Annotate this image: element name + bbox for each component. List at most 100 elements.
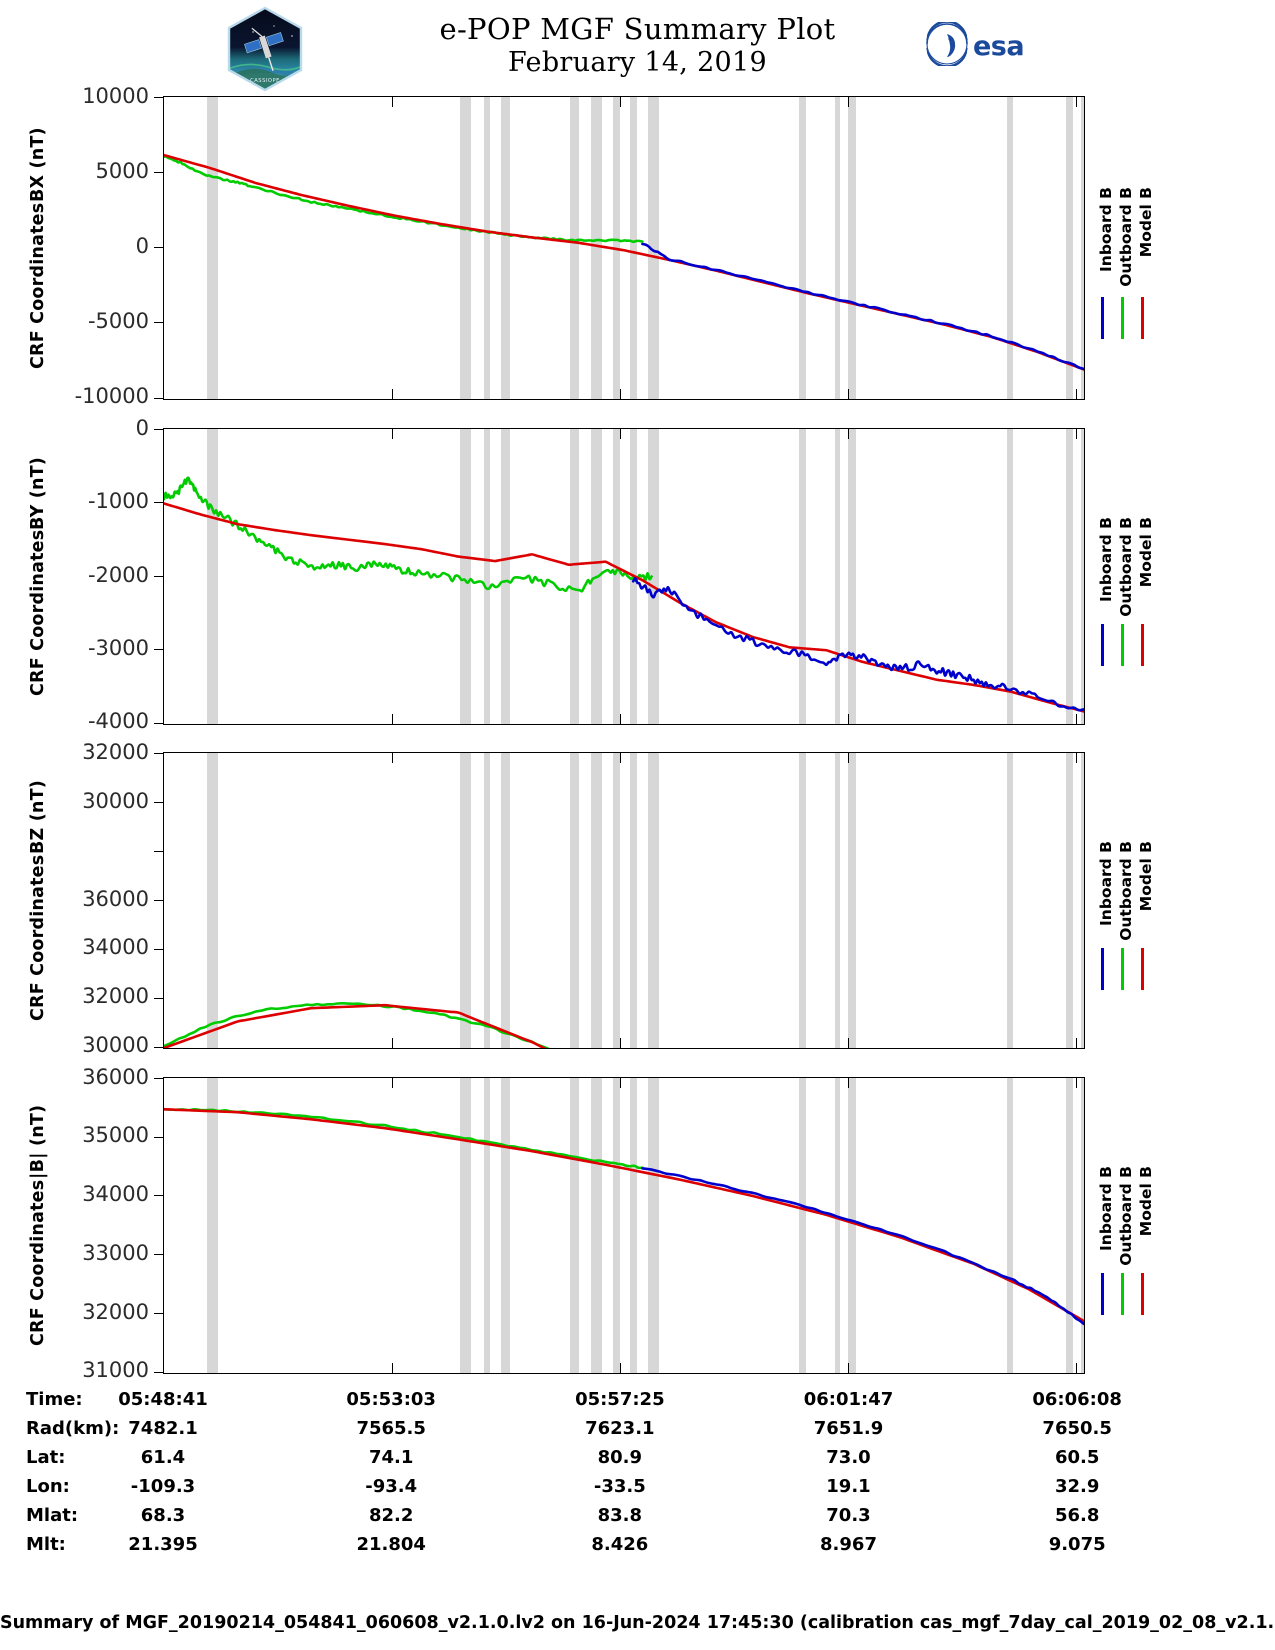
legend-swatch-outboard-b bbox=[1121, 296, 1125, 339]
data-gap-bar bbox=[798, 753, 806, 1048]
x-tick-top bbox=[848, 753, 850, 763]
y-axis-title: CRF Coordinates BX (nT) bbox=[28, 114, 49, 382]
data-gap-bar bbox=[798, 429, 806, 724]
plot-area bbox=[164, 97, 1084, 399]
plot-panel-3 bbox=[163, 752, 1085, 1049]
data-gap-bar bbox=[590, 1078, 602, 1373]
table-row: Rad(km): 7482.1 7565.5 7623.1 7651.9 7650.5 bbox=[0, 1418, 1275, 1447]
table-cell: 8.426 bbox=[591, 1534, 649, 1555]
data-gap-bar bbox=[1065, 1078, 1073, 1373]
y-axis-title-line2: BX (nT) bbox=[28, 127, 48, 203]
table-cell: 56.8 bbox=[1054, 1505, 1100, 1526]
legend-label-outboard-b: Outboard B bbox=[1117, 187, 1135, 287]
y-tick bbox=[154, 801, 163, 803]
legend-swatch-inboard-b bbox=[1101, 1273, 1105, 1316]
y-tick-label: 34000 bbox=[82, 1182, 149, 1207]
y-axis-title-line2: BZ (nT) bbox=[28, 780, 48, 855]
plot-area bbox=[164, 429, 1084, 724]
x-tick-bottom bbox=[1076, 1038, 1078, 1048]
y-tick-label: 5000 bbox=[95, 158, 149, 183]
y-tick-label: -2000 bbox=[87, 562, 149, 587]
legend-label-outboard-b: Outboard B bbox=[1117, 1166, 1135, 1266]
legend-label-outboard-b: Outboard B bbox=[1117, 841, 1135, 941]
data-gap-bar bbox=[459, 97, 471, 399]
y-tick-label: 0 bbox=[135, 415, 149, 440]
y-tick-label: 32000 bbox=[82, 1299, 149, 1324]
data-gap-bar bbox=[500, 429, 510, 724]
series-line-inboard-b bbox=[642, 244, 1084, 369]
x-tick-bottom bbox=[1076, 1363, 1078, 1373]
legend-swatch-model-b bbox=[1141, 948, 1145, 991]
table-cell: 8.967 bbox=[820, 1534, 877, 1555]
data-gap-bar bbox=[834, 1078, 840, 1373]
legend-swatch-inboard-b bbox=[1101, 296, 1105, 339]
legend-label-inboard-b: Inboard B bbox=[1097, 841, 1115, 927]
data-gap-bar bbox=[647, 753, 660, 1048]
data-gap-bar bbox=[1080, 753, 1084, 1048]
y-tick-label: 30000 bbox=[82, 788, 149, 813]
table-cell: 21.395 bbox=[128, 1534, 198, 1555]
x-tick-bottom bbox=[848, 714, 850, 724]
data-gap-bar bbox=[207, 1078, 218, 1373]
x-tick-bottom bbox=[391, 389, 393, 399]
y-tick bbox=[154, 322, 163, 324]
x-tick-top bbox=[391, 753, 393, 763]
data-gap-bar bbox=[629, 753, 637, 1048]
x-tick-bottom bbox=[619, 714, 621, 724]
x-tick-top bbox=[848, 429, 850, 439]
data-gap-bar bbox=[612, 753, 620, 1048]
data-gap-bar bbox=[1080, 1078, 1084, 1373]
data-gap-bar bbox=[848, 97, 856, 399]
cassiope-mission-patch-icon: CASSIOPE bbox=[222, 6, 308, 92]
table-cell: 68.3 bbox=[140, 1505, 186, 1526]
table-cell: 7565.5 bbox=[356, 1418, 426, 1439]
y-tick-label: 36000 bbox=[82, 886, 149, 911]
data-gap-bar bbox=[798, 97, 806, 399]
x-tick-bottom bbox=[619, 1038, 621, 1048]
data-gap-bar bbox=[1080, 97, 1084, 399]
y-tick-label: 30000 bbox=[82, 1033, 149, 1058]
x-tick-top bbox=[1076, 1078, 1078, 1088]
y-tick-label: -5000 bbox=[87, 309, 149, 334]
data-gap-bar bbox=[612, 1078, 620, 1373]
table-row-label: Time: bbox=[26, 1389, 83, 1410]
legend-swatch-outboard-b bbox=[1121, 1273, 1125, 1316]
x-tick-top bbox=[1076, 753, 1078, 763]
y-tick bbox=[154, 502, 163, 504]
y-tick-label: 32000 bbox=[82, 984, 149, 1009]
y-axis-title: CRF Coordinates BZ (nT) bbox=[28, 770, 49, 1031]
series-line-outboard-b bbox=[164, 1003, 624, 1048]
table-cell: 7651.9 bbox=[813, 1418, 884, 1439]
x-tick-bottom bbox=[848, 1363, 850, 1373]
trace-layer bbox=[164, 97, 1084, 399]
y-axis-title-line1: CRF Coordinates bbox=[28, 854, 48, 1021]
x-tick-bottom bbox=[391, 1363, 393, 1373]
y-tick bbox=[154, 172, 163, 173]
data-gap-bar bbox=[1006, 429, 1014, 724]
series-line-inboard-b bbox=[642, 1168, 1084, 1324]
y-tick bbox=[154, 397, 163, 399]
legend-swatch-model-b bbox=[1141, 1273, 1145, 1316]
table-cell: 73.0 bbox=[826, 1447, 871, 1468]
data-gap-bar bbox=[484, 97, 491, 399]
table-cell: 05:53:03 bbox=[346, 1389, 436, 1410]
x-tick-top bbox=[391, 97, 393, 107]
data-gap-bar bbox=[1065, 753, 1073, 1048]
y-tick-label: -3000 bbox=[87, 635, 149, 660]
table-cell: 05:48:41 bbox=[118, 1389, 208, 1410]
y-tick bbox=[154, 752, 163, 754]
y-axis-title-line1: CRF Coordinates bbox=[28, 1179, 48, 1346]
y-tick bbox=[154, 1312, 163, 1314]
table-row-label: Mlt: bbox=[26, 1534, 66, 1555]
legend: Inboard B Outboard B Model B bbox=[1097, 1077, 1175, 1374]
y-axis-title: CRF Coordinates |B| (nT) bbox=[28, 1095, 49, 1356]
legend-label-inboard-b: Inboard B bbox=[1097, 187, 1115, 273]
table-cell: 06:01:47 bbox=[803, 1389, 894, 1410]
data-gap-bar bbox=[590, 97, 602, 399]
data-gap-bar bbox=[1006, 753, 1014, 1048]
legend-label-outboard-b: Outboard B bbox=[1117, 517, 1135, 617]
legend-swatch-outboard-b bbox=[1121, 948, 1125, 991]
data-gap-bar bbox=[570, 753, 580, 1048]
y-axis-title-line1: CRF Coordinates bbox=[28, 529, 48, 697]
table-cell: 21.804 bbox=[356, 1534, 426, 1555]
